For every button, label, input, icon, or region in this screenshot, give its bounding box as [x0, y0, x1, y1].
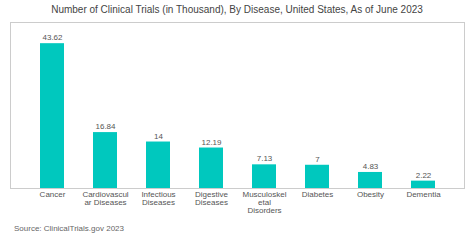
html-text:Source: ClinicalTrials.gov 202: Source: ClinicalTrials.gov 2023: [14, 224, 124, 233]
svg-text:MusculoskeletalDisorders: MusculoskeletalDisorders: [242, 190, 286, 215]
svg-text:Diabetes: Diabetes: [302, 190, 334, 199]
svg-text:Dementia: Dementia: [406, 190, 441, 199]
svg-text:4.83: 4.83: [363, 162, 379, 171]
html-text:Number of Clinical Trials (in: Number of Clinical Trials (in Thousand),…: [51, 4, 423, 15]
svg-text:16.84: 16.84: [95, 122, 116, 131]
svg-text:12.19: 12.19: [201, 138, 222, 147]
svg-text:Cardiovascular Diseases: Cardiovascular Diseases: [82, 190, 128, 207]
svg-text:DigestiveDiseases: DigestiveDiseases: [195, 190, 228, 207]
svg-text:14: 14: [154, 132, 163, 141]
svg-text:7: 7: [315, 155, 320, 164]
svg-text:2.22: 2.22: [416, 171, 432, 180]
svg-text:InfectiousDiseases: InfectiousDiseases: [141, 190, 175, 207]
svg-text:Obesity: Obesity: [357, 190, 384, 199]
svg-text:7.13: 7.13: [257, 154, 273, 163]
svg-text:Cancer: Cancer: [40, 190, 66, 199]
svg-text:43.62: 43.62: [42, 33, 63, 42]
